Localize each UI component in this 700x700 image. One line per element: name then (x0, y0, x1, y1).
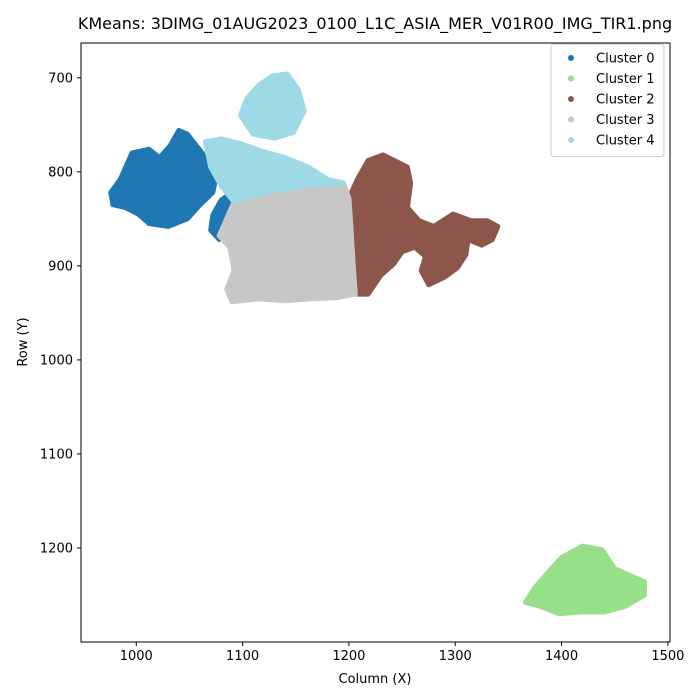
x-tick-label: 1500 (651, 649, 684, 664)
cluster-1-points (522, 543, 647, 617)
x-axis-label: Column (X) (339, 672, 412, 687)
y-tick-label: 700 (48, 71, 73, 86)
y-tick-label: 900 (48, 259, 73, 274)
legend-marker (568, 116, 574, 123)
x-axis: 1000 1100 1200 1300 1400 1500 (120, 642, 684, 664)
cluster-2-region-0 (346, 152, 501, 297)
legend-label: Cluster 3 (596, 113, 655, 128)
legend-marker (568, 96, 574, 102)
legend-marker (568, 55, 574, 61)
y-tick-label: 1000 (40, 353, 73, 368)
legend-marker (568, 75, 574, 82)
legend-item: Cluster 0 (568, 52, 655, 67)
legend: Cluster 0 Cluster 1 Cluster 2 Cluster 3 Clus… (550, 43, 665, 157)
cluster-4-region-0 (202, 136, 347, 205)
y-axis: 700 800 900 1000 1100 1200 (40, 71, 81, 556)
cluster-4-region-1 (238, 71, 307, 141)
legend-marker (568, 137, 574, 143)
chart-title: KMeans: 3DIMG_01AUG2023_0100_L1C_ASIA_ME… (78, 14, 672, 34)
legend-label: Cluster 0 (596, 52, 655, 67)
y-tick-label: 800 (48, 165, 73, 180)
legend-label: Cluster 2 (596, 93, 655, 108)
plot-frame (80, 42, 671, 643)
x-tick-label: 1300 (439, 649, 472, 664)
x-tick-label: 1100 (226, 649, 259, 664)
cluster-2-points (346, 152, 501, 297)
legend-label: Cluster 4 (596, 134, 655, 149)
legend-item: Cluster 1 (568, 72, 655, 87)
legend-label: Cluster 1 (596, 72, 655, 87)
x-tick-label: 1200 (332, 649, 365, 664)
y-tick-label: 1200 (40, 541, 73, 556)
cluster-1-region-0 (522, 543, 647, 617)
legend-item: Cluster 3 (568, 113, 655, 128)
x-tick-label: 1000 (120, 649, 153, 664)
x-tick-label: 1400 (545, 649, 578, 664)
scatter-marks (108, 71, 647, 617)
y-tick-label: 1100 (40, 447, 73, 462)
cluster-4-points (202, 71, 347, 205)
legend-box (550, 43, 665, 157)
y-axis-label: Row (Y) (16, 317, 31, 366)
legend-item: Cluster 2 (568, 93, 655, 108)
legend-item: Cluster 4 (568, 134, 655, 149)
